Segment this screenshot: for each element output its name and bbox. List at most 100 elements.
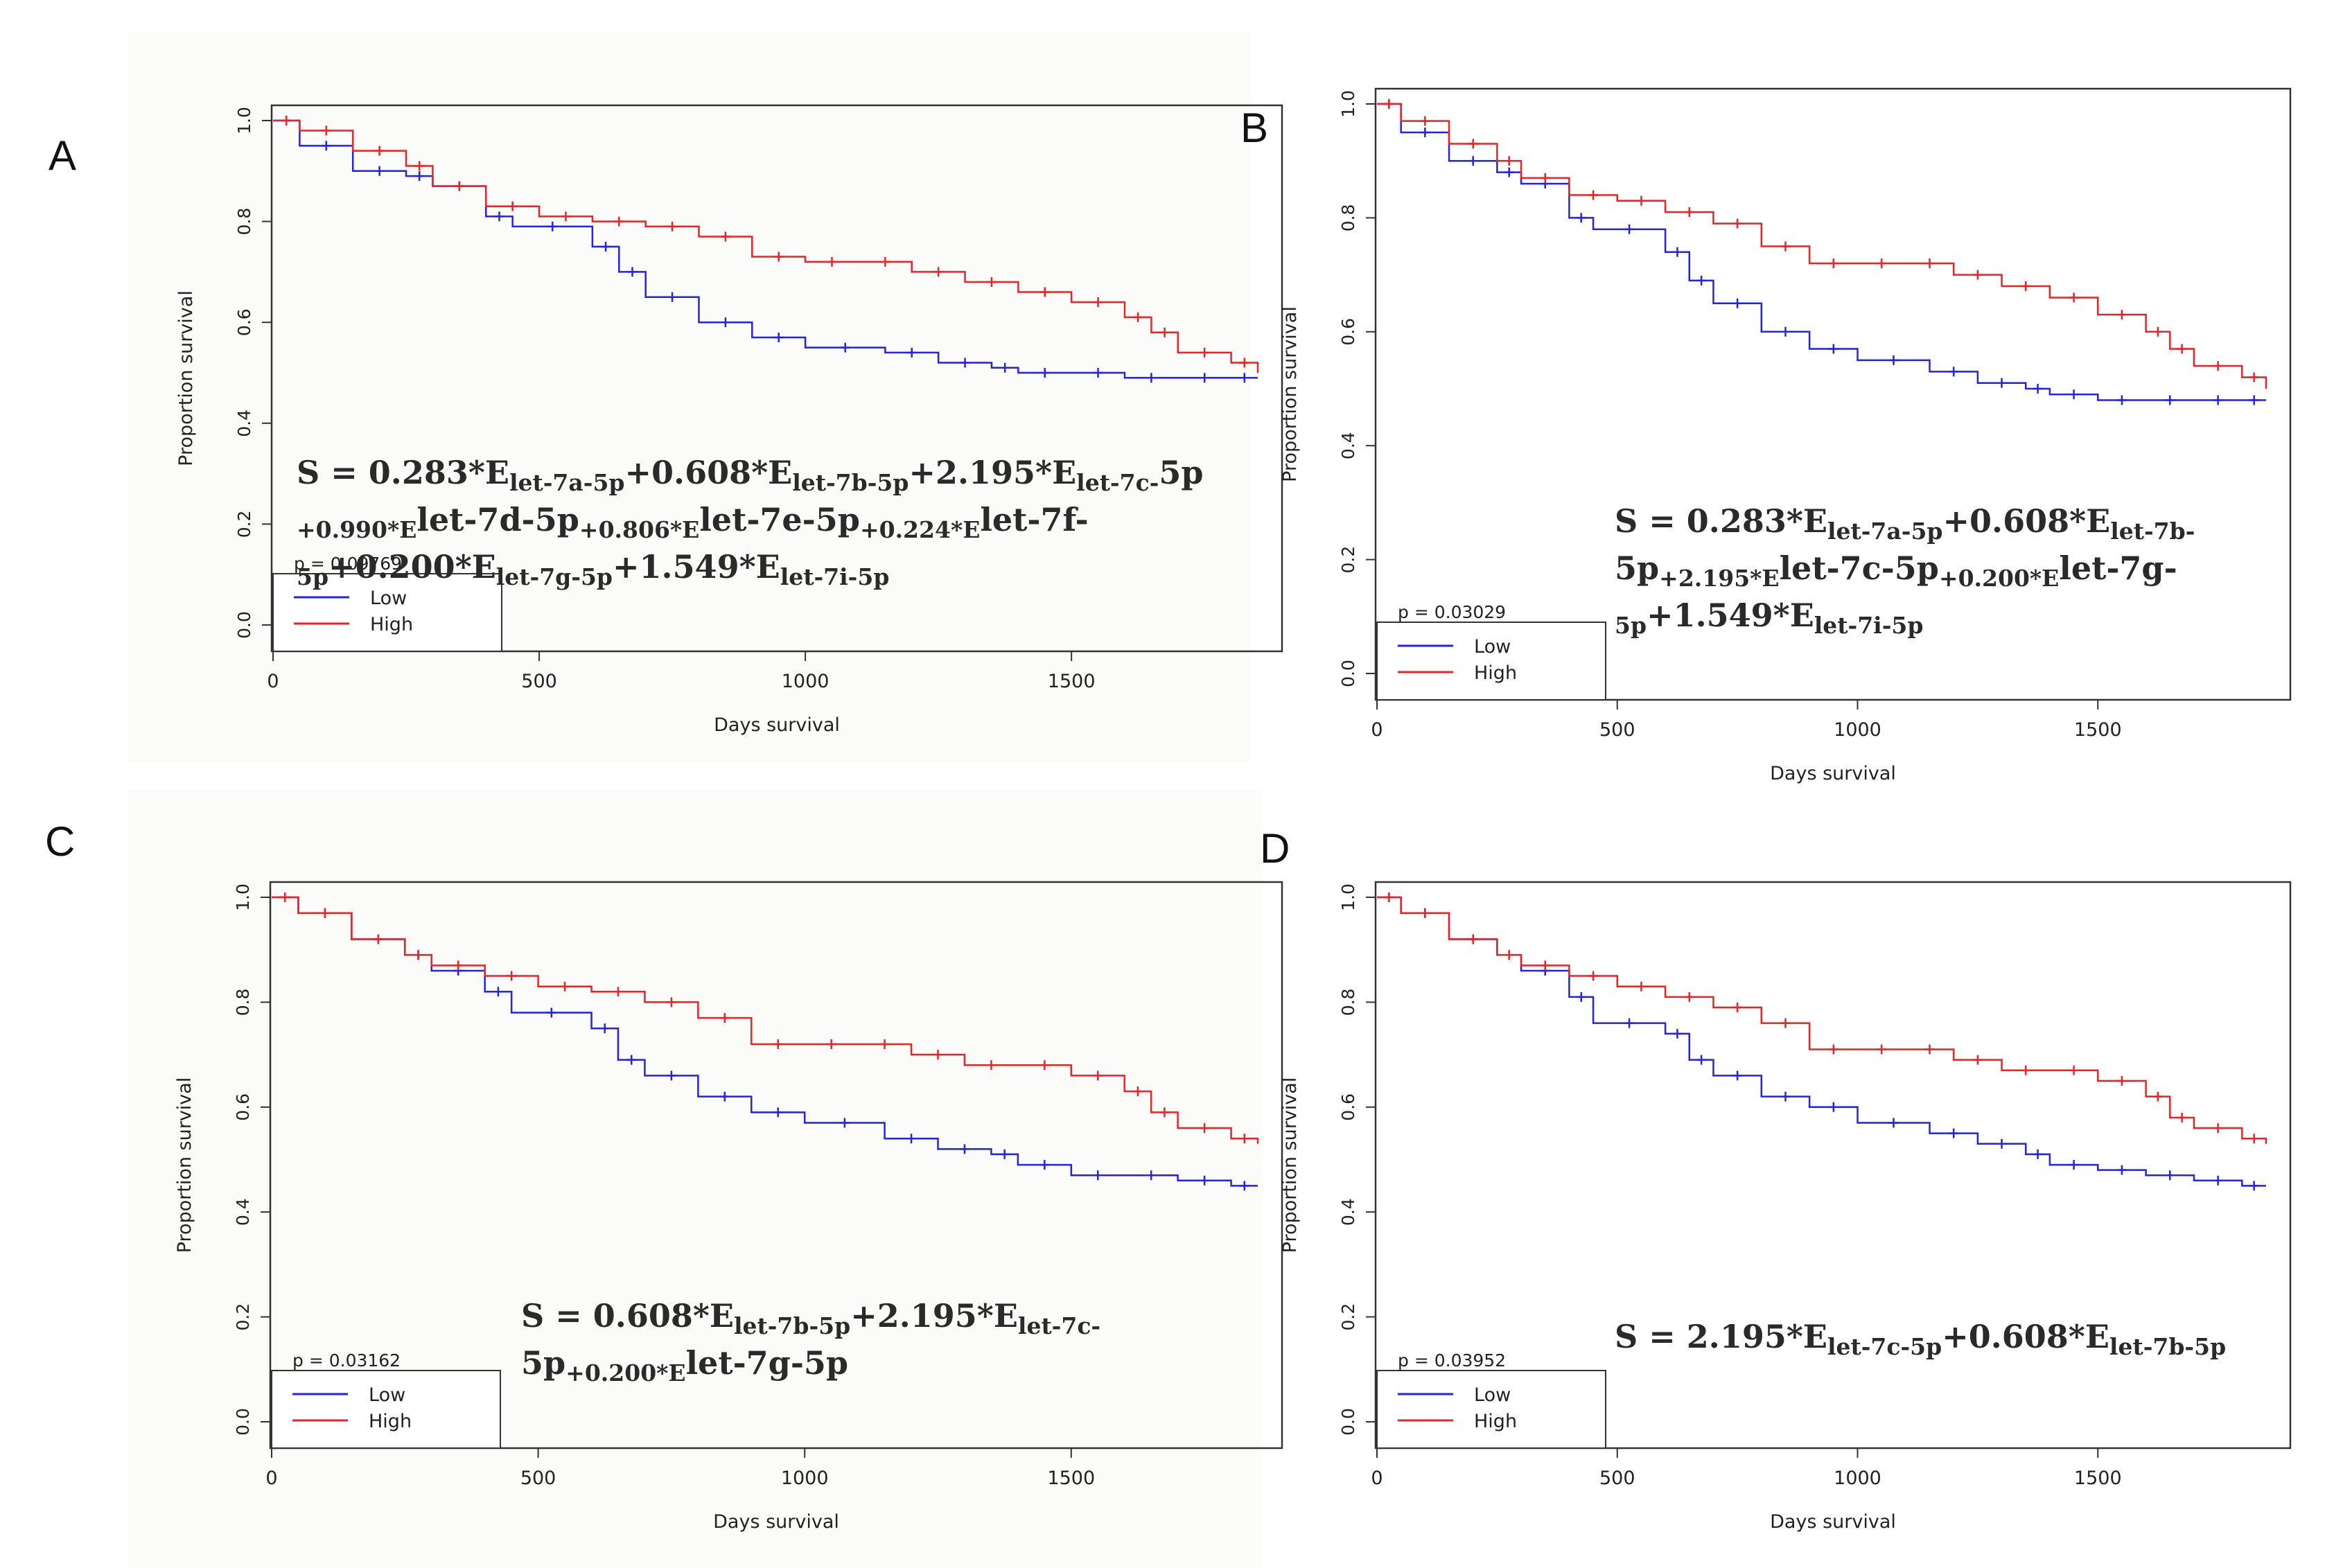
censor-mark-high-b bbox=[2152, 326, 2163, 337]
x-axis-label-c: Days survival bbox=[713, 1511, 839, 1533]
censor-mark-high-c bbox=[773, 1039, 783, 1049]
censor-mark-high-d bbox=[2249, 1134, 2259, 1144]
p-value-c: p = 0.03162 bbox=[292, 1350, 401, 1371]
censor-mark-low-a bbox=[840, 342, 850, 353]
formula-line-d: S = 2.195*Elet-7c-5p+0.608*Elet-7b-5p bbox=[1615, 1313, 2226, 1360]
censor-mark-high-c bbox=[507, 971, 517, 981]
x-tick-label-d: 1500 bbox=[2074, 1468, 2122, 1489]
x-axis-label-d: Days survival bbox=[1770, 1511, 1896, 1533]
y-tick-label-c: 0.4 bbox=[233, 1198, 253, 1226]
plot-frame-a bbox=[270, 104, 1283, 653]
censor-mark-low-c bbox=[666, 1071, 676, 1081]
censor-mark-high-b bbox=[1504, 156, 1514, 166]
censor-mark-high-b bbox=[1924, 258, 1935, 269]
x-tick-label-d: 0 bbox=[1371, 1468, 1383, 1489]
censor-mark-high-a bbox=[720, 231, 730, 242]
legend-box-a bbox=[272, 573, 502, 652]
censor-mark-low-a bbox=[1093, 368, 1103, 378]
censor-mark-low-b bbox=[1949, 367, 1959, 377]
censor-mark-low-d bbox=[2116, 1165, 2127, 1175]
censor-mark-low-c bbox=[773, 1107, 783, 1118]
survival-plot-c: 0.0 0.2 0.4 0.6 0.8 1.0 0 500 1000 1500 Days survi… bbox=[174, 881, 1283, 1533]
y-axis-label-d: Proportion survival bbox=[1279, 1077, 1301, 1253]
censor-mark-low-b bbox=[2165, 395, 2175, 405]
formula-term-d: S = 2.195*E bbox=[1615, 1318, 1827, 1355]
censor-mark-high-c bbox=[826, 1039, 836, 1049]
formula-term-a: let-7e-5p bbox=[699, 501, 860, 538]
legend-label-low-b: Low bbox=[1474, 636, 1511, 658]
censor-mark-low-d bbox=[2213, 1175, 2223, 1186]
censor-mark-low-c bbox=[839, 1118, 850, 1128]
censor-mark-high-b bbox=[2177, 344, 2187, 354]
censor-mark-high-d bbox=[1684, 992, 1694, 1002]
censor-mark-high-a bbox=[986, 276, 997, 287]
y-tick-label-c: 0.0 bbox=[233, 1408, 253, 1436]
formula-line-a: 5p+0.200*Elet-7g-5p+1.549*Elet-7i-5p bbox=[297, 543, 1204, 590]
censor-mark-high-a bbox=[614, 216, 624, 227]
censor-mark-high-d bbox=[2177, 1112, 2187, 1122]
series-high-line-c bbox=[272, 896, 1259, 1144]
censor-mark-low-a bbox=[1039, 368, 1050, 378]
censor-mark-high-c bbox=[933, 1050, 943, 1060]
censor-mark-low-c bbox=[719, 1091, 730, 1102]
formula-b: S = 0.283*Elet-7a-5p+0.608*Elet-7b- 5p+2.… bbox=[1615, 497, 2195, 639]
formula-term-a: +2.195*E bbox=[909, 454, 1077, 491]
censor-mark-high-b bbox=[2069, 292, 2079, 303]
censor-mark-low-c bbox=[959, 1144, 969, 1154]
formula-subscript-d: let-7b-5p bbox=[2109, 1333, 2227, 1360]
formula-term-a: let-7d-5p bbox=[416, 501, 579, 538]
y-tick-label-c: 1.0 bbox=[233, 883, 253, 911]
legend-box-c bbox=[271, 1370, 501, 1449]
y-tick-label-b: 0.8 bbox=[1338, 204, 1358, 232]
y-axis-label-c: Proportion survival bbox=[174, 1077, 195, 1253]
panel-label-d: D bbox=[1260, 825, 1290, 872]
censor-mark-low-a bbox=[414, 171, 425, 182]
x-tick-label-b: 1000 bbox=[1834, 719, 1881, 741]
censor-mark-high-d bbox=[2021, 1065, 2031, 1075]
formula-subscript-a: +0.806*E bbox=[579, 516, 700, 543]
censor-mark-low-a bbox=[547, 221, 558, 231]
censor-mark-low-c bbox=[1146, 1170, 1157, 1181]
formula-subscript-a: +0.990*E bbox=[297, 516, 417, 543]
formula-line-a: S = 0.283*Elet-7a-5p+0.608*Elet-7b-5p+2.… bbox=[297, 449, 1204, 496]
censor-mark-low-c bbox=[999, 1149, 1010, 1159]
censor-mark-high-a bbox=[1093, 297, 1103, 308]
x-tick-label-a: 0 bbox=[267, 671, 279, 692]
censor-mark-high-d bbox=[1468, 934, 1478, 944]
series-low-line-d bbox=[1377, 896, 2266, 1187]
censor-mark-high-b bbox=[2021, 281, 2031, 292]
censor-mark-high-a bbox=[933, 267, 944, 277]
legend-label-high-a: High bbox=[370, 614, 413, 635]
censor-mark-low-b bbox=[1828, 344, 1838, 354]
formula-line-c: S = 0.608*Elet-7b-5p+2.195*Elet-7c- bbox=[521, 1292, 1100, 1339]
y-tick-label-d: 1.0 bbox=[1338, 883, 1358, 911]
censor-mark-high-d bbox=[1972, 1055, 1983, 1065]
censor-mark-high-b bbox=[1684, 207, 1694, 218]
legend-label-high-d: High bbox=[1474, 1411, 1517, 1432]
survival-plot-d: 0.0 0.2 0.4 0.6 0.8 1.0 0 500 1000 1500 Days survi… bbox=[1279, 881, 2292, 1533]
censor-mark-low-d bbox=[2165, 1170, 2175, 1181]
formula-subscript-d: let-7c-5p bbox=[1827, 1333, 1942, 1360]
censor-mark-low-d bbox=[1672, 1028, 1683, 1039]
censor-mark-low-a bbox=[321, 141, 331, 151]
censor-mark-low-c bbox=[1039, 1160, 1050, 1170]
censor-mark-high-b bbox=[1588, 190, 1599, 200]
formula-subscript-b: let-7b- bbox=[2110, 518, 2195, 545]
censor-mark-low-b bbox=[1504, 167, 1514, 177]
formula-subscript-a: let-7g-5p bbox=[495, 563, 613, 590]
censor-mark-low-b bbox=[1696, 275, 1707, 285]
legend-box-b bbox=[1376, 622, 1606, 701]
x-tick-label-a: 1000 bbox=[782, 671, 830, 692]
series-high-line-b bbox=[1377, 103, 2267, 389]
formula-line-b: S = 0.283*Elet-7a-5p+0.608*Elet-7b- bbox=[1615, 497, 2195, 545]
formula-a: S = 0.283*Elet-7a-5p+0.608*Elet-7b-5p+2.… bbox=[297, 449, 1204, 590]
censor-mark-high-a bbox=[1133, 312, 1143, 322]
formula-term-a: 5p bbox=[1159, 454, 1204, 491]
x-axis-label-b: Days survival bbox=[1770, 763, 1896, 784]
censor-mark-high-c bbox=[613, 987, 623, 997]
censor-mark-low-d bbox=[1696, 1055, 1707, 1065]
censor-mark-low-b bbox=[2249, 395, 2259, 405]
censor-mark-high-a bbox=[561, 211, 571, 222]
panel-label-a: A bbox=[49, 132, 77, 179]
formula-line-b: 5p+2.195*Elet-7c-5p+0.200*Elet-7g- bbox=[1615, 545, 2195, 592]
